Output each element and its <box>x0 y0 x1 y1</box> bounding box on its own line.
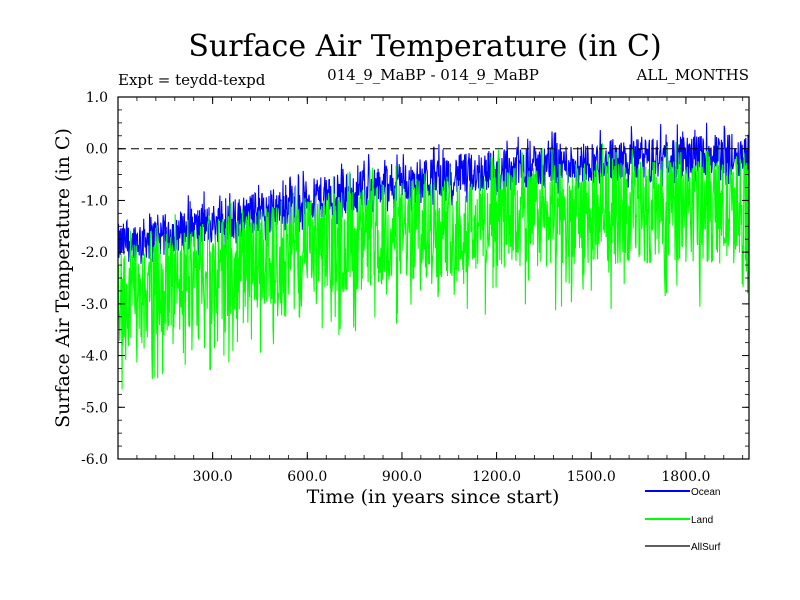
x-tick-label: 600.0 <box>287 469 327 485</box>
x-tick-label: 1800.0 <box>661 469 710 485</box>
experiment-label: Expt = teydd-texpd <box>118 71 266 89</box>
months-label: ALL_MONTHS <box>636 66 749 84</box>
series-layer <box>118 122 749 390</box>
y-tick-label: 0.0 <box>86 142 108 158</box>
x-tick-label: 1200.0 <box>472 469 521 485</box>
y-tick-label: -4.0 <box>81 349 108 365</box>
legend-label-land: Land <box>691 515 713 526</box>
y-tick-label: 1.0 <box>86 90 108 106</box>
y-tick-label: -2.0 <box>81 245 108 261</box>
x-tick-label: 300.0 <box>193 469 233 485</box>
x-axis-label: Time (in years since start) <box>307 486 560 508</box>
x-tick-label: 1500.0 <box>567 469 616 485</box>
y-axis-label: Surface Air Temperature (in C) <box>52 128 74 428</box>
legend-label-ocean: Ocean <box>691 487 720 498</box>
chart-title: Surface Air Temperature (in C) <box>188 29 661 64</box>
legend-label-allsurf: AllSurf <box>691 542 721 553</box>
legend: Ocean Land AllSurf <box>645 487 721 553</box>
period-label: 014_9_MaBP - 014_9_MaBP <box>327 66 539 84</box>
land-series-line <box>118 141 749 390</box>
y-tick-label: -3.0 <box>81 297 108 313</box>
y-tick-label: -1.0 <box>81 193 108 209</box>
ticks-layer: 1.0 0.0 -1.0 -2.0 -3.0 -4.0 -5.0 -6.0 300.0 600.0… <box>81 90 749 485</box>
x-tick-label: 900.0 <box>382 469 422 485</box>
y-tick-label: -5.0 <box>81 400 108 416</box>
y-tick-label: -6.0 <box>81 452 108 468</box>
